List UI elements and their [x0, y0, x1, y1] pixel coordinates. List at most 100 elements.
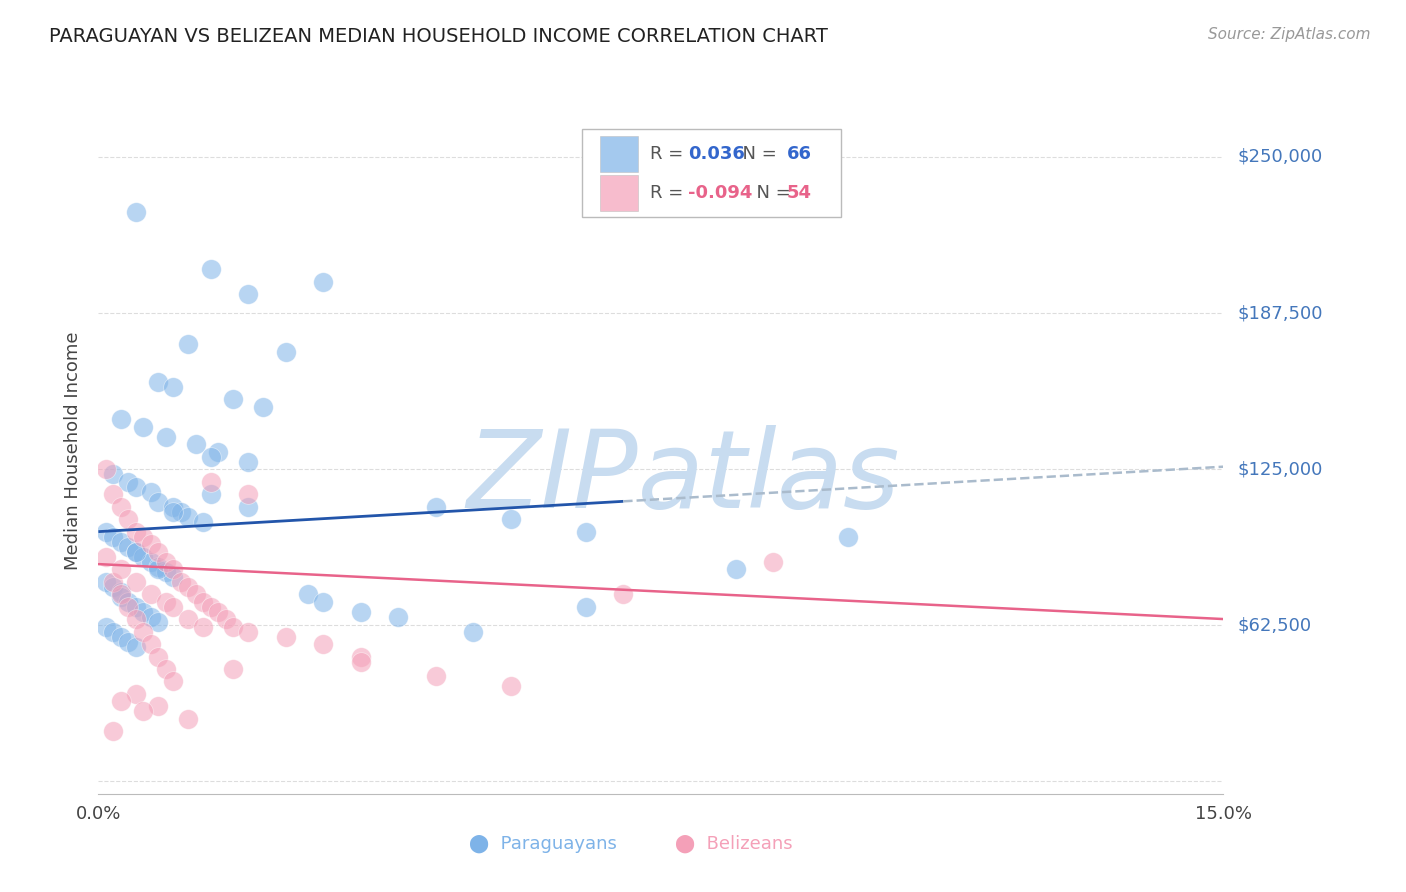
Point [162, 569, 184, 583]
Point [132, 530, 155, 544]
Point [177, 612, 200, 626]
Point [117, 599, 139, 614]
Point [139, 637, 162, 651]
Point [170, 574, 193, 589]
Point [252, 400, 274, 414]
Point [132, 624, 155, 639]
Point [162, 562, 184, 576]
Point [110, 584, 132, 599]
Text: $125,000: $125,000 [1237, 460, 1323, 478]
Point [238, 487, 260, 501]
Point [222, 662, 245, 676]
Point [350, 605, 373, 619]
Point [110, 587, 132, 601]
Point [193, 594, 215, 608]
Point [125, 480, 148, 494]
Point [274, 630, 297, 644]
Point [312, 275, 335, 289]
Point [162, 380, 184, 394]
Text: 66: 66 [787, 145, 811, 163]
Text: R =: R = [650, 185, 689, 202]
Point [200, 487, 222, 501]
Point [148, 699, 170, 714]
Point [110, 500, 132, 514]
Point [117, 634, 139, 648]
Point [193, 619, 215, 633]
Point [425, 500, 447, 514]
Point [312, 637, 335, 651]
Point [148, 562, 170, 576]
Point [103, 467, 125, 482]
Point [148, 375, 170, 389]
Point [125, 574, 148, 589]
Point [762, 555, 785, 569]
Point [132, 549, 155, 564]
Point [148, 544, 170, 558]
Point [110, 630, 132, 644]
Point [162, 599, 184, 614]
Point [200, 475, 222, 489]
Y-axis label: Median Household Income: Median Household Income [63, 331, 82, 570]
Point [125, 205, 148, 219]
Point [350, 655, 373, 669]
Point [125, 524, 148, 539]
Point [200, 599, 222, 614]
Point [238, 500, 260, 514]
Point [155, 662, 177, 676]
Point [499, 512, 522, 526]
Text: R =: R = [650, 145, 689, 163]
Point [94, 524, 117, 539]
Point [222, 392, 245, 407]
Point [117, 594, 139, 608]
Text: PARAGUAYAN VS BELIZEAN MEDIAN HOUSEHOLD INCOME CORRELATION CHART: PARAGUAYAN VS BELIZEAN MEDIAN HOUSEHOLD … [49, 27, 828, 45]
Text: 54: 54 [787, 185, 811, 202]
Point [155, 565, 177, 579]
Point [837, 530, 859, 544]
Point [132, 705, 155, 719]
Point [103, 724, 125, 739]
Point [193, 515, 215, 529]
Point [170, 505, 193, 519]
Point [297, 587, 319, 601]
Point [238, 287, 260, 301]
Point [103, 574, 125, 589]
Point [94, 619, 117, 633]
Point [162, 500, 184, 514]
Text: ⬤  Paraguayans: ⬤ Paraguayans [468, 834, 617, 853]
FancyBboxPatch shape [600, 176, 638, 211]
Point [103, 580, 125, 594]
Text: ZIPatlas: ZIPatlas [467, 425, 900, 531]
Point [94, 462, 117, 476]
Point [463, 624, 485, 639]
Point [222, 619, 245, 633]
Point [139, 484, 162, 499]
Text: N =: N = [745, 185, 797, 202]
Point [177, 712, 200, 726]
Point [103, 624, 125, 639]
Point [132, 419, 155, 434]
Point [125, 612, 148, 626]
Point [148, 615, 170, 629]
Point [125, 544, 148, 558]
Point [575, 524, 598, 539]
Point [148, 494, 170, 508]
Point [724, 562, 747, 576]
Point [207, 444, 229, 458]
Point [110, 534, 132, 549]
Point [155, 555, 177, 569]
Point [117, 512, 139, 526]
Point [312, 594, 335, 608]
Point [103, 487, 125, 501]
Point [155, 430, 177, 444]
Point [200, 262, 222, 277]
Point [103, 530, 125, 544]
Point [177, 509, 200, 524]
Point [125, 687, 148, 701]
Point [184, 587, 207, 601]
Text: $250,000: $250,000 [1237, 148, 1323, 166]
Point [215, 612, 238, 626]
Point [125, 544, 148, 558]
Point [387, 609, 409, 624]
Text: N =: N = [731, 145, 782, 163]
Point [139, 609, 162, 624]
